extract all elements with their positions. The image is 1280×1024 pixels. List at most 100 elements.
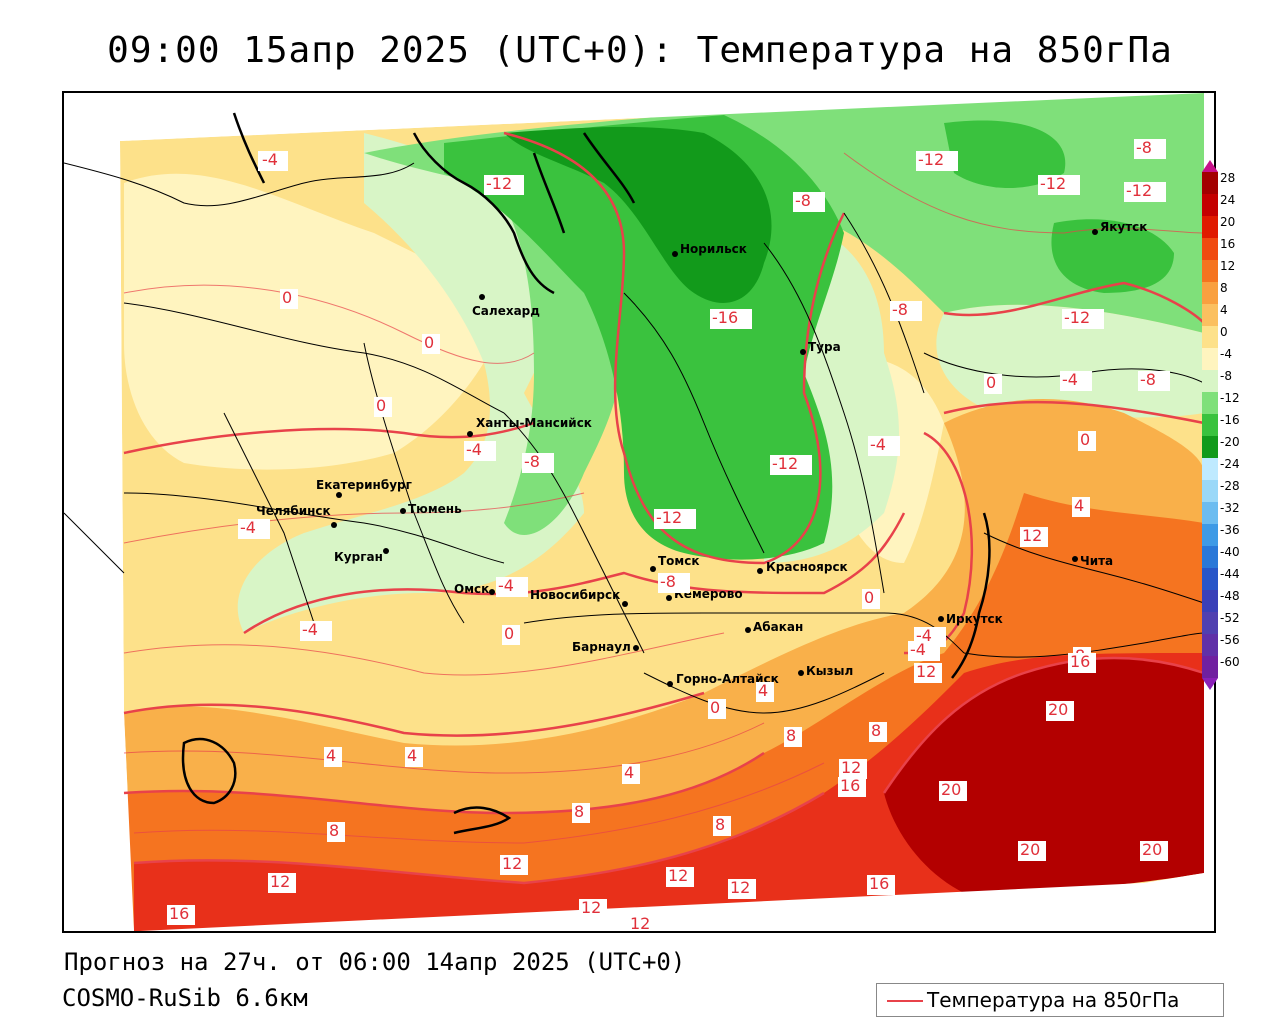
city-label: Барнаул — [572, 640, 631, 654]
colorbar-label: -16 — [1220, 413, 1240, 427]
zone-green-yakutsk — [1051, 219, 1174, 293]
isotherm-label: 0 — [424, 333, 434, 352]
model-info: COSMO-RuSib 6.6км — [62, 984, 308, 1012]
isotherm-label: 0 — [504, 624, 514, 643]
colorbar-strip — [1202, 160, 1218, 690]
isotherm-label: -12 — [1126, 181, 1152, 200]
zone-green-northeast — [944, 120, 1066, 188]
city-labels: Норильск Салехард Тура Якутск Ханты-Манс… — [256, 220, 1147, 686]
city-marker — [336, 492, 342, 498]
isotherm-label: 16 — [169, 904, 189, 923]
isotherm-label: -12 — [1064, 308, 1090, 327]
city-label: Горно-Алтайск — [676, 672, 779, 686]
isotherm-label: 4 — [407, 746, 417, 765]
isotherm-label: 0 — [864, 588, 874, 607]
isotherm-label: 12 — [668, 866, 688, 885]
city-marker — [1092, 229, 1098, 235]
isotherm-label: -8 — [892, 300, 908, 319]
colorbar-label: -40 — [1220, 545, 1240, 559]
colorbar-label: -28 — [1220, 479, 1240, 493]
city-marker — [467, 431, 473, 437]
isotherm-labels: -4 -12 -8 -12 -12 -8 -12 0 -8 -16 -12 0 … — [167, 138, 1170, 931]
city-label: Якутск — [1100, 220, 1147, 234]
isotherm-label: 12 — [730, 878, 750, 897]
isotherm-label: -4 — [1062, 370, 1078, 389]
colorbar-label: 8 — [1220, 281, 1228, 295]
city-label: Иркутск — [946, 612, 1003, 626]
coastline — [181, 112, 991, 835]
legend-label: Температура на 850гПа — [927, 988, 1180, 1012]
isotherm-label: 4 — [1074, 496, 1084, 515]
colorbar-label: 16 — [1220, 237, 1236, 251]
isotherm-label: -4 — [302, 620, 318, 639]
city-marker — [622, 601, 628, 607]
temperature-colorbar: 28 24 20 16 12 8 4 0 -4 -8 -12 -16 -20 -… — [1200, 160, 1252, 690]
forecast-info: Прогноз на 27ч. от 06:00 14апр 2025 (UTC… — [64, 948, 686, 976]
colorbar-label: 28 — [1220, 171, 1236, 185]
city-label: Ханты-Мансийск — [476, 416, 592, 430]
map-title: 09:00 15апр 2025 (UTC+0): Температура на… — [107, 30, 1173, 71]
city-markers — [331, 229, 1098, 687]
city-label: Абакан — [753, 620, 803, 634]
colorbar-label: 24 — [1220, 193, 1236, 207]
colorbar-label: 0 — [1220, 325, 1228, 339]
colorbar-label: -4 — [1220, 347, 1232, 361]
map-legend: Температура на 850гПа — [876, 983, 1224, 1017]
city-marker — [672, 251, 678, 257]
city-label: Тура — [808, 340, 841, 354]
city-label: Тюмень — [408, 502, 462, 516]
city-marker — [666, 595, 672, 601]
colorbar-label: -24 — [1220, 457, 1240, 471]
city-label: Кызыл — [806, 664, 853, 678]
isotherm-label: 0 — [1080, 430, 1090, 449]
isotherm-label: -4 — [240, 518, 256, 537]
city-label: Томск — [658, 554, 700, 568]
isotherm-label: 8 — [329, 821, 339, 840]
colorbar-label: -20 — [1220, 435, 1240, 449]
city-label: Челябинск — [256, 504, 331, 518]
isotherm-label: 16 — [1070, 652, 1090, 671]
legend-line-swatch — [887, 1000, 923, 1002]
isotherm-label: 0 — [986, 373, 996, 392]
colorbar-label: -32 — [1220, 501, 1240, 515]
city-marker — [757, 568, 763, 574]
isotherm-label: -4 — [916, 626, 932, 645]
isotherm-label: 0 — [710, 698, 720, 717]
city-label: Красноярск — [766, 560, 848, 574]
city-label: Салехард — [472, 304, 540, 318]
city-label: Екатеринбург — [316, 478, 412, 492]
isotherm-label: -8 — [795, 191, 811, 210]
isotherm-label: -12 — [918, 150, 944, 169]
city-marker — [331, 522, 337, 528]
zone-dark-green-taymyr — [504, 126, 772, 303]
city-marker — [938, 616, 944, 622]
colorbar-label: -52 — [1220, 611, 1240, 625]
city-marker — [633, 645, 639, 651]
isotherm-label: 20 — [1048, 700, 1068, 719]
isotherm-label: -4 — [262, 150, 278, 169]
isotherm-label: 12 — [916, 662, 936, 681]
isotherm-label: 0 — [376, 396, 386, 415]
isotherms-thin — [123, 152, 1205, 844]
zone-pale-green-northeast — [936, 304, 1204, 418]
isotherm-label: 8 — [574, 802, 584, 821]
isotherm-label: 12 — [502, 854, 522, 873]
isotherm-label: 16 — [869, 874, 889, 893]
isotherm-label: -4 — [498, 576, 514, 595]
city-marker — [1072, 556, 1078, 562]
colorbar-label: -44 — [1220, 567, 1240, 581]
city-label: Курган — [334, 550, 383, 564]
city-marker — [489, 589, 495, 595]
isotherm-label: -4 — [870, 435, 886, 454]
isotherm-label: 12 — [1022, 526, 1042, 545]
isotherm-label: 4 — [326, 746, 336, 765]
city-label: Чита — [1080, 554, 1113, 568]
isotherm-label: -4 — [910, 640, 926, 659]
colorbar-label: -48 — [1220, 589, 1240, 603]
isotherm-label: 12 — [581, 898, 601, 917]
isotherm-label: 20 — [1020, 840, 1040, 859]
isotherm-label: 4 — [624, 763, 634, 782]
city-marker — [800, 349, 806, 355]
city-marker — [479, 294, 485, 300]
city-marker — [667, 681, 673, 687]
